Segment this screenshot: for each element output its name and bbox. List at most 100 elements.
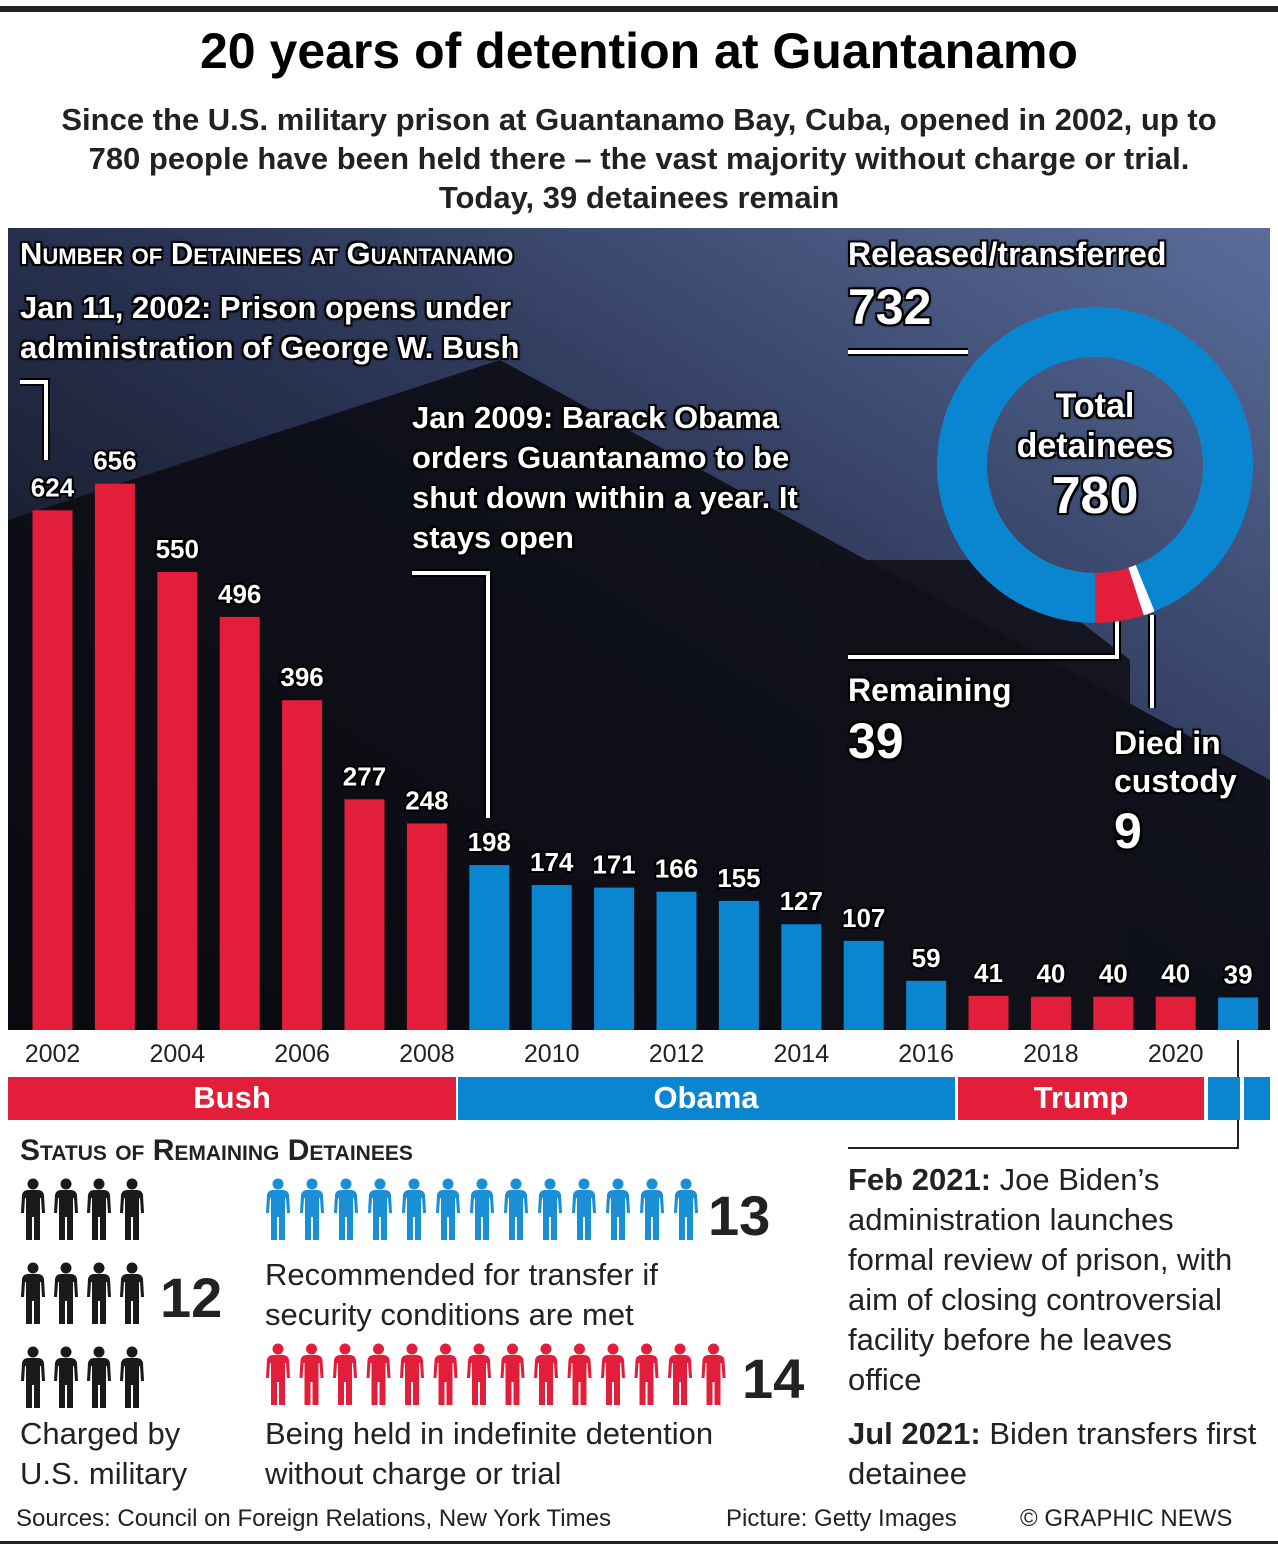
bar [718,900,759,1030]
donut-value: 39 [848,713,904,769]
subtitle: Since the U.S. military prison at Guanta… [61,102,1217,215]
x-tick-label: 2008 [399,1040,455,1068]
credit: © GRAPHIC NEWS [1020,1505,1233,1532]
tower-silhouette [820,560,1130,1030]
bar [157,571,198,1030]
value-label: 40 [1161,959,1190,989]
person-icon [266,1343,290,1405]
person-icon [21,1178,45,1240]
value-label: 166 [655,854,698,884]
value-label: 41 [974,958,1003,988]
person-icon [402,1178,426,1240]
group-label: Being held in indefinite detention witho… [265,1416,714,1491]
value-label: 39 [1224,960,1253,990]
person-icon [500,1343,525,1405]
person-icon [601,1343,625,1405]
person-icon [300,1178,324,1240]
annotation: Jan 11, 2002: Prison opens under adminis… [20,290,520,365]
note: Jul 2021: Biden transfers first detainee [848,1414,1268,1494]
value-label: 40 [1099,959,1128,989]
person-icon [299,1343,324,1405]
person-icon [400,1343,424,1405]
admin-label: Trump [1034,1080,1129,1115]
person-icon [634,1343,659,1405]
bar [1155,996,1196,1030]
x-tick-label: 2004 [149,1040,205,1068]
person-icon [54,1262,78,1324]
donut-segment [1128,565,1155,616]
person-icon [668,1343,692,1405]
value-label: 198 [468,827,511,857]
person-icon [87,1178,111,1240]
person-icon [334,1178,358,1240]
bar [282,700,323,1030]
bar [344,799,385,1030]
person-icon [368,1178,392,1240]
person-icon [120,1346,144,1408]
value-label: 396 [280,662,323,692]
person-icon [538,1178,562,1240]
person-icon [470,1178,494,1240]
bar [843,940,884,1030]
title: 20 years of detention at Guantanamo [200,23,1078,79]
donut-value: 732 [848,279,932,335]
value-label: 496 [218,579,261,609]
value-label: 155 [717,863,760,893]
x-tick-label: 2002 [25,1040,81,1068]
sources: Sources: Council on Foreign Relations, N… [16,1505,611,1532]
person-icon [366,1343,391,1405]
donut-label: Died in custody [1114,725,1237,799]
chart-title: Number of Detainees at Guantanamo [20,236,514,271]
admin-label: Obama [653,1080,759,1115]
admin-band [1208,1077,1240,1120]
group-label: Charged by U.S. military [20,1416,188,1491]
value-label: 127 [780,886,823,916]
bar [1093,996,1134,1030]
x-tick-label: 2016 [898,1040,954,1068]
person-icon [504,1178,528,1240]
bar [968,995,1009,1030]
person-icon [606,1178,630,1240]
bar [469,865,510,1030]
bar [656,891,697,1030]
bar [1030,996,1071,1030]
bar [219,616,260,1030]
section-title: Status of Remaining Detainees [20,1134,413,1167]
note-date: Feb 2021: [848,1162,992,1197]
value-label: 248 [405,785,448,815]
donut-value: 9 [1114,803,1142,859]
person-icon [54,1178,78,1240]
bar [1218,997,1259,1030]
x-tick-label: 2018 [1023,1040,1079,1068]
admin-band [958,1077,1204,1120]
person-icon [572,1178,596,1240]
x-tick-label: 2006 [274,1040,330,1068]
value-label: 171 [592,850,635,880]
person-icon [120,1178,144,1240]
person-icon [333,1343,357,1405]
value-label: 174 [530,847,574,877]
donut-segment [1095,567,1144,623]
admin-band [458,1077,955,1120]
value-label: 277 [343,761,386,791]
person-icon [534,1343,558,1405]
leader [848,1040,1239,1149]
value-label: 550 [156,534,199,564]
admin-band [1244,1077,1270,1120]
person-icon [87,1262,111,1324]
person-icon [21,1346,45,1408]
person-icon [567,1343,592,1405]
person-icon [701,1343,726,1405]
leaders [20,348,1156,818]
value-label: 624 [31,472,75,502]
person-icon [21,1262,45,1324]
value-label: 107 [842,903,885,933]
admin-label: Bush [193,1080,271,1115]
group-label: Recommended for transfer if security con… [265,1257,658,1332]
admin-band [8,1077,456,1120]
x-tick-label: 2020 [1148,1040,1204,1068]
person-icon [120,1262,144,1324]
group-value: 14 [742,1347,805,1410]
value-label: 656 [93,446,136,476]
